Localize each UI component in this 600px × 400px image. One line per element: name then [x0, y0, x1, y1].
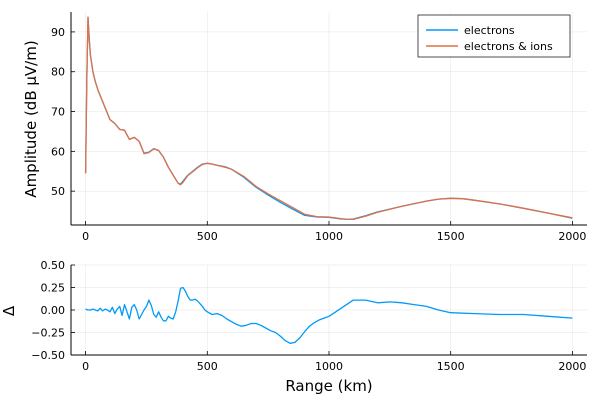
delta-panel: 0 500 1000 1500 2000 −0.50 −0.25 0.00 0.25 0.50 Δ… [0, 259, 587, 395]
amplitude-panel: 0 500 1000 1500 2000 50 60 70 80 90 Amplitude (dB… [22, 12, 587, 243]
delta-y-tick-label-3: 0.25 [41, 282, 66, 295]
legend-label-electrons-ions: electrons & ions [464, 40, 553, 53]
delta-axes-frame [70, 264, 587, 356]
amplitude-series-line-1 [84, 16, 573, 221]
delta-y-tick-label-2: 0.00 [41, 304, 66, 317]
delta-y-tick-label-4: 0.50 [41, 259, 66, 272]
amplitude-x-tick-label-4: 2000 [558, 230, 586, 243]
amplitude-y-tick-label-0: 50 [51, 185, 65, 198]
delta-series-line-0 [85, 286, 573, 344]
amplitude-x-tick-label-2: 1000 [315, 230, 343, 243]
delta-y-axis-label: Δ [0, 305, 18, 316]
amplitude-x-tick-label-3: 1500 [437, 230, 465, 243]
amplitude-series-lines [84, 16, 573, 221]
legend-label-electrons: electrons [464, 24, 515, 37]
delta-y-tick-label-1: −0.25 [31, 327, 65, 340]
delta-tick-labels: 0 500 1000 1500 2000 −0.50 −0.25 0.00 0.25 0.50 [31, 259, 586, 373]
delta-x-tick-label-3: 1500 [437, 360, 465, 373]
amplitude-tick-labels: 0 500 1000 1500 2000 50 60 70 80 90 [51, 26, 586, 243]
delta-x-tick-label-0: 0 [82, 360, 89, 373]
amplitude-axes-frame [70, 12, 587, 226]
delta-x-tick-label-1: 500 [197, 360, 218, 373]
legend: electrons electrons & ions [417, 14, 571, 58]
delta-y-tick-label-0: −0.50 [31, 349, 65, 362]
amplitude-x-tick-label-1: 500 [197, 230, 218, 243]
amplitude-x-tick-label-0: 0 [82, 230, 89, 243]
amplitude-y-tick-label-1: 60 [51, 145, 65, 158]
amplitude-y-axis-label: Amplitude (dB μV/m) [22, 40, 40, 197]
delta-series-lines [85, 286, 573, 344]
amplitude-y-tick-label-4: 90 [51, 26, 65, 39]
amplitude-y-tick-label-2: 70 [51, 106, 65, 119]
delta-x-tick-label-2: 1000 [315, 360, 343, 373]
x-axis-label: Range (km) [285, 377, 372, 395]
amplitude-y-tick-label-3: 80 [51, 66, 65, 79]
legend-box [417, 14, 571, 58]
delta-x-tick-label-4: 2000 [558, 360, 586, 373]
